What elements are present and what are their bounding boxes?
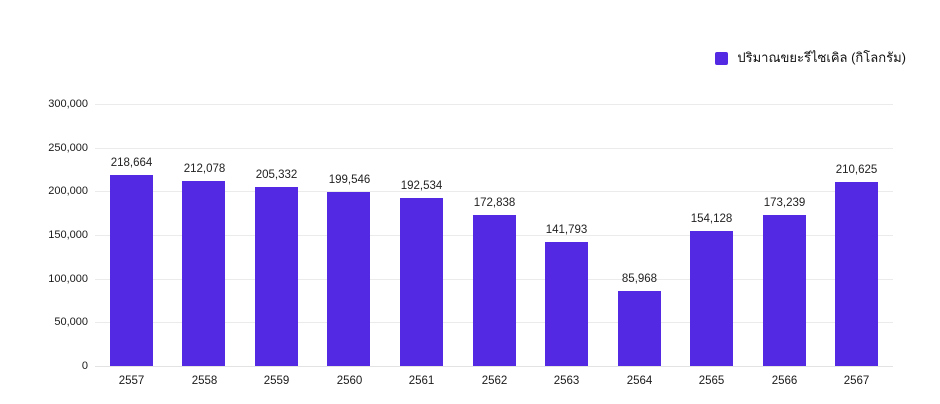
bar-value-label: 205,332 — [255, 169, 298, 181]
x-axis-tick-label: 2566 — [771, 375, 798, 387]
bar-value-label: 199,546 — [328, 174, 371, 186]
bar-value-label: 218,664 — [110, 157, 153, 169]
gridline — [95, 148, 893, 149]
legend-label: ปริมาณขยะรีไซเคิล (กิโลกรัม) — [737, 50, 906, 65]
bar-2563[interactable] — [545, 242, 588, 366]
bar-2565[interactable] — [690, 231, 733, 366]
x-axis-tick-label: 2559 — [263, 375, 290, 387]
bar-2560[interactable] — [327, 192, 370, 366]
y-axis-tick-label: 0 — [81, 360, 88, 372]
x-axis-tick-label: 2563 — [553, 375, 580, 387]
x-axis-tick-label: 2567 — [843, 375, 870, 387]
bar-value-label: 154,128 — [690, 213, 733, 225]
x-axis-tick-label: 2557 — [118, 375, 145, 387]
x-axis-tick-label: 2558 — [191, 375, 218, 387]
bar-2562[interactable] — [473, 215, 516, 366]
y-axis-tick-label: 250,000 — [48, 142, 88, 154]
bar-2566[interactable] — [763, 215, 806, 366]
legend-swatch-icon — [715, 51, 729, 65]
gridline — [95, 191, 893, 192]
bar-value-label: 210,625 — [835, 164, 878, 176]
x-axis-tick-label: 2561 — [408, 375, 435, 387]
x-axis-tick-label: 2564 — [626, 375, 653, 387]
bar-2564[interactable] — [618, 291, 661, 366]
x-axis-tick-label: 2565 — [698, 375, 725, 387]
bar-2558[interactable] — [182, 181, 225, 366]
bar-value-label: 192,534 — [400, 180, 443, 192]
bar-2557[interactable] — [110, 175, 153, 366]
bar-value-label: 141,793 — [545, 224, 588, 236]
y-axis-tick-label: 50,000 — [54, 316, 88, 328]
gridline — [95, 104, 893, 105]
gridline — [95, 366, 893, 367]
bar-value-label: 212,078 — [183, 163, 226, 175]
y-axis-tick-label: 300,000 — [48, 98, 88, 110]
bar-value-label: 173,239 — [763, 197, 806, 209]
bar-2559[interactable] — [255, 187, 298, 366]
y-axis-tick-label: 200,000 — [48, 185, 88, 197]
y-axis-tick-label: 150,000 — [48, 229, 88, 241]
bar-2561[interactable] — [400, 198, 443, 366]
x-axis-tick-label: 2562 — [481, 375, 508, 387]
bar-value-label: 85,968 — [621, 273, 658, 285]
legend-item[interactable]: ปริมาณขยะรีไซเคิล (กิโลกรัม) — [715, 50, 906, 66]
x-axis-tick-label: 2560 — [336, 375, 363, 387]
bar-2567[interactable] — [835, 182, 878, 366]
y-axis-tick-label: 100,000 — [48, 273, 88, 285]
bar-value-label: 172,838 — [473, 197, 516, 209]
